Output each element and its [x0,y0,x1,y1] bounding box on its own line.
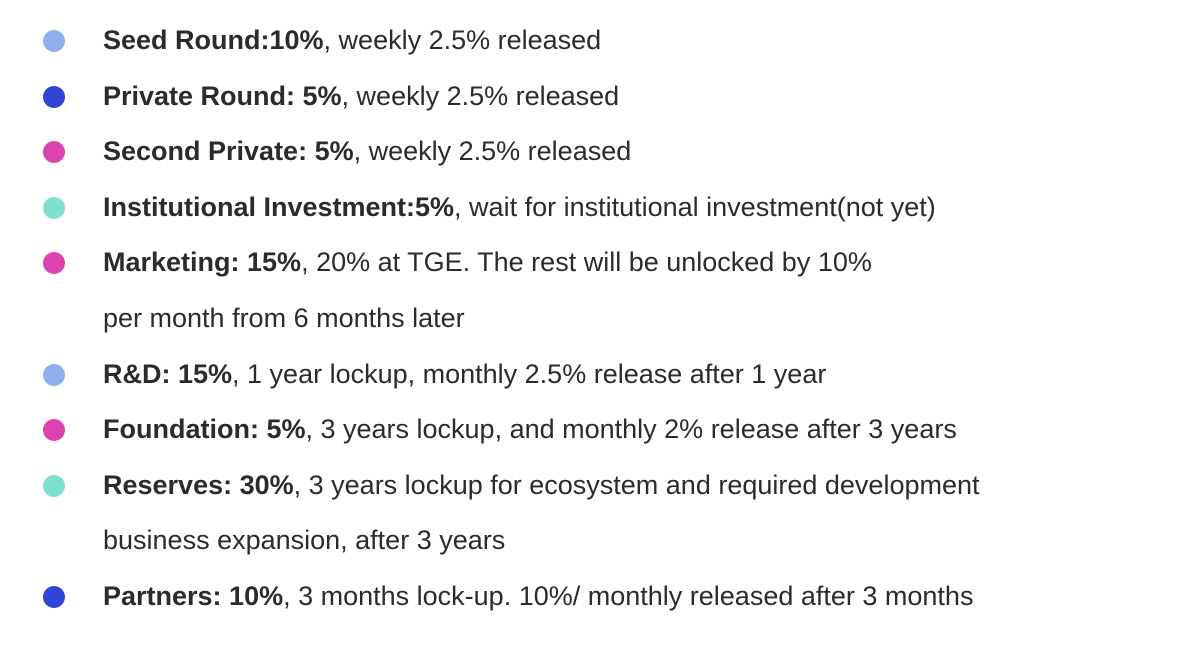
item-label: Partners: 10% [103,580,284,611]
item-line: Marketing: 15%, 20% at TGE. The rest wil… [103,235,980,291]
item-text: , 3 years lockup for ecosystem and requi… [293,469,980,500]
bullet-dot [43,252,65,275]
item-text: , weekly 2.5% released [341,80,620,111]
item-line: Institutional Investment:5%, wait for in… [103,180,980,236]
bullet-dot [43,141,65,164]
item-text: , 1 year lockup, monthly 2.5% release af… [232,358,827,389]
item-line: Seed Round:10%, weekly 2.5% released [103,13,980,69]
item-text: , weekly 2.5% released [353,136,632,167]
item-label: Private Round: 5% [103,80,342,111]
bullet-dot [43,585,65,608]
list-item: Second Private: 5%, weekly 2.5% released [0,124,980,180]
list-item: R&D: 15%, 1 year lockup, monthly 2.5% re… [0,347,980,403]
item-line: Second Private: 5%, weekly 2.5% released [103,124,980,180]
bullet-dot [43,196,65,219]
item-text: per month from 6 months later [103,302,465,333]
item-text: , 20% at TGE. The rest will be unlocked … [301,247,872,278]
list-item: Partners: 10%, 3 months lock-up. 10%/ mo… [0,569,980,625]
item-line: Partners: 10%, 3 months lock-up. 10%/ mo… [103,569,980,625]
item-text: business expansion, after 3 years [103,525,506,556]
item-label: Second Private: 5% [103,136,354,167]
item-line: R&D: 15%, 1 year lockup, monthly 2.5% re… [103,347,980,403]
item-text: , weekly 2.5% released [323,25,602,55]
list-item: Marketing: 15%, 20% at TGE. The rest wil… [0,235,980,346]
item-line: Foundation: 5%, 3 years lockup, and mont… [103,402,980,458]
item-label: Foundation: 5% [103,414,306,445]
list-item: Foundation: 5%, 3 years lockup, and mont… [0,402,980,458]
item-text: , 3 years lockup, and monthly 2% release… [305,414,957,445]
list-item: Seed Round:10%, weekly 2.5% released [0,13,980,69]
item-label: Institutional Investment:5% [103,191,455,222]
item-line: Private Round: 5%, weekly 2.5% released [103,69,980,125]
bullet-dot [43,419,65,442]
item-label: Seed Round:10% [103,25,324,55]
item-text: , wait for institutional investment(not … [454,191,936,222]
item-label: R&D: 15% [103,358,233,389]
item-line: per month from 6 months later [103,291,980,347]
list-item: Institutional Investment:5%, wait for in… [0,180,980,236]
bullet-dot [43,363,65,386]
list-item: Reserves: 30%, 3 years lockup for ecosys… [0,458,980,569]
item-label: Reserves: 30% [103,469,294,500]
item-line: Reserves: 30%, 3 years lockup for ecosys… [103,458,980,514]
bullet-dot [43,474,65,497]
list-item: Private Round: 5%, weekly 2.5% released [0,69,980,125]
bullet-dot [43,85,65,108]
item-line: business expansion, after 3 years [103,513,980,569]
item-label: Marketing: 15% [103,247,302,278]
allocation-list: Seed Round:10%, weekly 2.5% released Priv… [0,13,980,625]
bullet-dot [43,30,65,52]
item-text: , 3 months lock-up. 10%/ monthly release… [283,580,974,611]
